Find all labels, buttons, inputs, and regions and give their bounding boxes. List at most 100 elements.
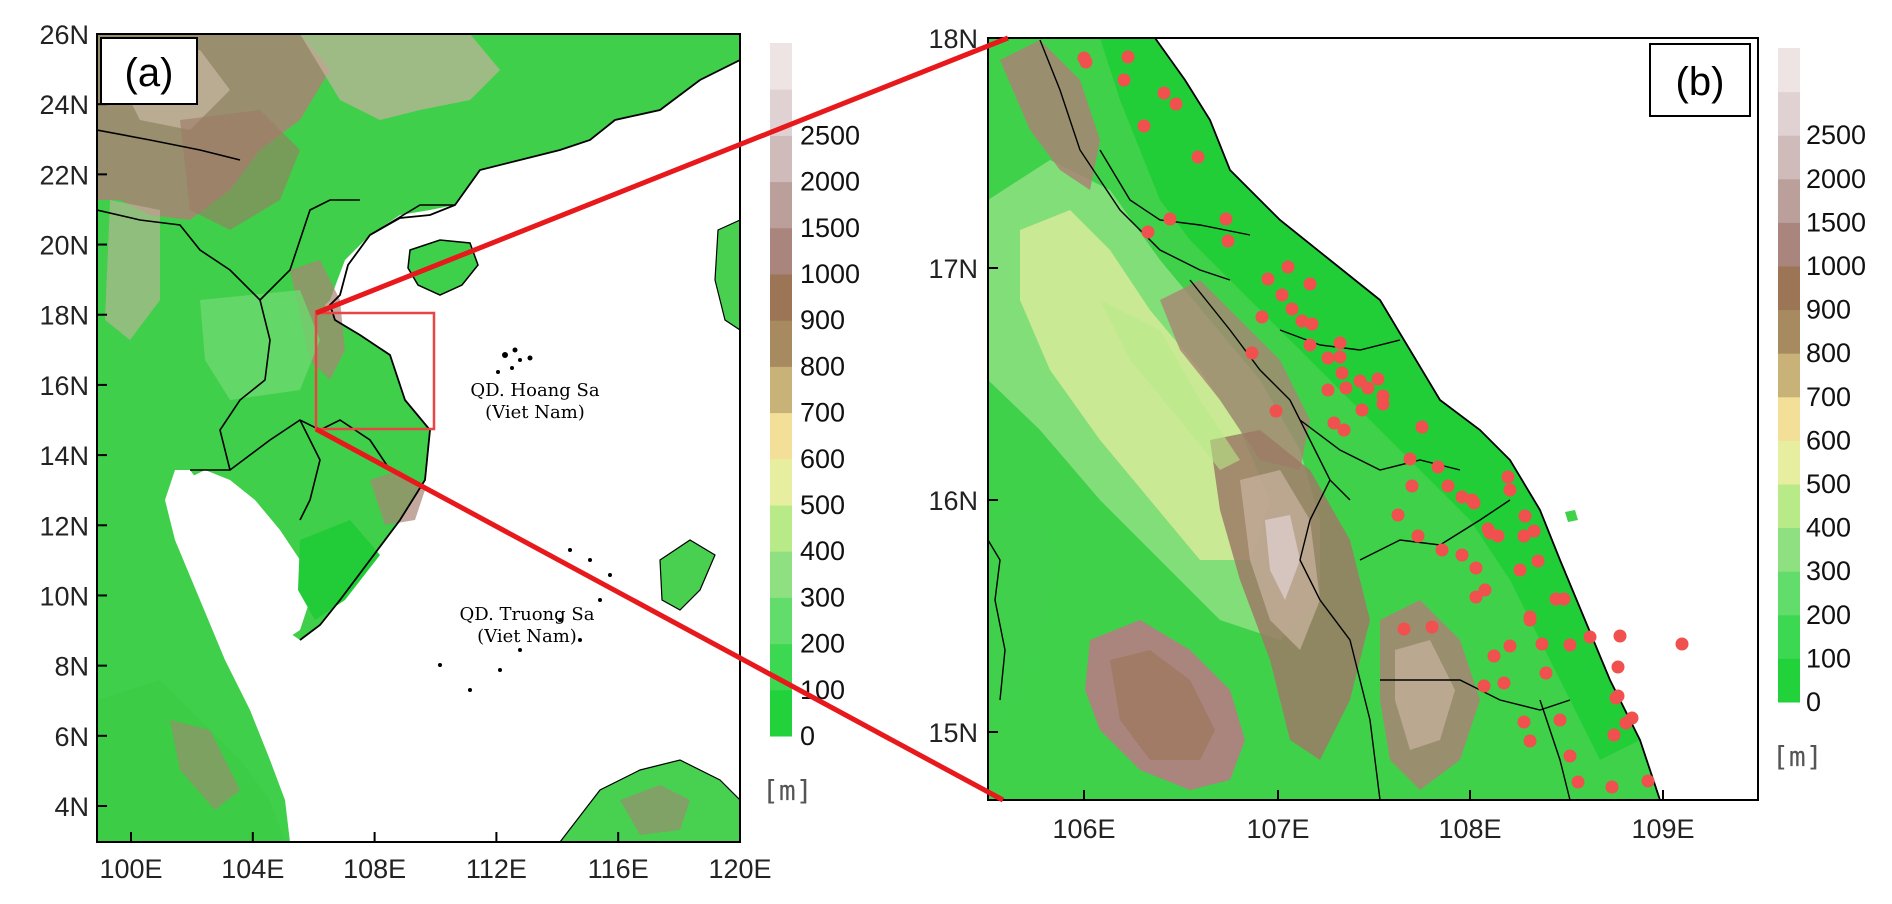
colorbar-level-label: 500 [800, 490, 845, 520]
panel-a-map [97, 34, 740, 842]
station-marker [1327, 416, 1341, 430]
colorbar-level-label: 200 [800, 629, 845, 659]
hoang-sa-label: QD. Hoang Sa [470, 380, 599, 401]
panel-a-lat-label: 12N [39, 511, 89, 541]
colorbar-segment [1778, 396, 1800, 441]
colorbar-segment [770, 551, 792, 598]
hoang-sa-sublabel: (Viet Nam) [485, 402, 585, 423]
panel-a-label: (a) [125, 51, 174, 95]
panel-a-lon-label: 100E [99, 854, 162, 884]
station-marker [1415, 420, 1429, 434]
station-marker [1503, 639, 1517, 653]
station-marker [1641, 774, 1655, 788]
station-marker [1563, 638, 1577, 652]
station-marker [1397, 622, 1411, 636]
panel-b-map [988, 38, 1758, 800]
colorbar-level-label: 700 [800, 398, 845, 428]
station-marker [1513, 563, 1527, 577]
colorbar-b: 0 100 200 300 400 500 600 700 800 900 1000 1500 2000… [1778, 48, 1866, 717]
station-marker [1553, 713, 1567, 727]
station-marker [1435, 543, 1449, 557]
station-marker [1361, 381, 1375, 395]
station-marker [1455, 490, 1469, 504]
panel-a-frame [96, 33, 741, 843]
station-marker [1303, 338, 1317, 352]
station-marker [1607, 728, 1621, 742]
station-marker [1405, 479, 1419, 493]
station-marker [1455, 548, 1469, 562]
panel-a-lat-label: 22N [39, 160, 89, 190]
station-marker [1527, 524, 1541, 538]
station-markers [1077, 50, 1689, 794]
zoom-region-box [314, 311, 436, 431]
panel-a-lat-label: 24N [39, 90, 89, 120]
colorbar-level-label: 2500 [1806, 120, 1866, 150]
panel-b-lat-label: 18N [928, 24, 978, 54]
colorbar-level-label: 1000 [800, 259, 860, 289]
luzon-island [714, 219, 740, 331]
colorbar-level-label: 400 [1806, 513, 1851, 543]
colorbar-segment [1778, 353, 1800, 398]
station-marker [1269, 404, 1283, 418]
panel-a-lat-label: 26N [39, 20, 89, 50]
station-marker [1523, 613, 1537, 627]
station-marker [1501, 470, 1515, 484]
colorbar-segment [1778, 135, 1800, 180]
panel-a-lat-label: 20N [39, 231, 89, 261]
station-marker [1611, 660, 1625, 674]
station-marker [1487, 649, 1501, 663]
station-marker [1549, 592, 1563, 606]
zoom-line-top [315, 35, 1009, 316]
colorbar-segment [770, 366, 792, 414]
station-marker [1503, 483, 1517, 497]
panel-b-lon-label: 109E [1631, 814, 1694, 844]
station-marker [1531, 554, 1545, 568]
station-marker [1609, 691, 1623, 705]
paracel-islands [496, 347, 533, 374]
gulf-of-thailand [185, 470, 310, 640]
panel-b-lon-label: 107E [1246, 814, 1309, 844]
station-marker [1261, 272, 1275, 286]
station-marker [1335, 366, 1349, 380]
colorbar-level-label: 100 [1806, 643, 1851, 673]
colorbar-segment [1778, 527, 1800, 572]
station-marker [1221, 234, 1235, 248]
colorbar-segment [1778, 48, 1800, 93]
station-marker [1121, 50, 1135, 64]
colorbar-segment [770, 320, 792, 367]
colorbar-level-label: 200 [1806, 600, 1851, 630]
station-marker [1141, 225, 1155, 239]
panel-b-label: (b) [1676, 60, 1725, 104]
station-marker [1245, 346, 1259, 360]
station-marker [1391, 508, 1405, 522]
station-marker [1411, 529, 1425, 543]
colorbar-segment [1778, 222, 1800, 267]
colorbar-segment [1778, 178, 1800, 223]
colorbar-segment [770, 505, 792, 552]
station-marker [1523, 734, 1537, 748]
colorbar-level-label: 600 [800, 444, 845, 474]
colorbar-level-label: 2000 [1806, 164, 1866, 194]
colorbar-level-label: 300 [800, 582, 845, 612]
colorbar-level-label: 2500 [800, 120, 860, 150]
station-marker [1403, 452, 1417, 466]
panel-b-lon-label: 108E [1438, 814, 1501, 844]
colorbar-level-label: 300 [1806, 556, 1851, 586]
panel-a-ticks: 26N 24N 22N 20N 18N 16N 14N 12N 10N 8N 6N 4N 100E 104… [39, 20, 771, 884]
colorbar-segment [770, 458, 792, 506]
station-marker [1517, 529, 1531, 543]
station-marker [1321, 383, 1335, 397]
station-marker [1255, 310, 1269, 324]
ocean-panel-b [1155, 38, 1758, 800]
station-marker [1157, 86, 1171, 100]
panel-a-lat-label: 18N [39, 301, 89, 331]
station-marker [1675, 637, 1689, 651]
country-borders-a [97, 129, 455, 521]
panel-b-lat-label: 15N [928, 718, 978, 748]
colorbar-level-label: 0 [1806, 687, 1821, 717]
station-marker [1469, 590, 1483, 604]
station-marker [1517, 715, 1531, 729]
station-marker [1478, 583, 1492, 597]
station-marker [1625, 711, 1639, 725]
